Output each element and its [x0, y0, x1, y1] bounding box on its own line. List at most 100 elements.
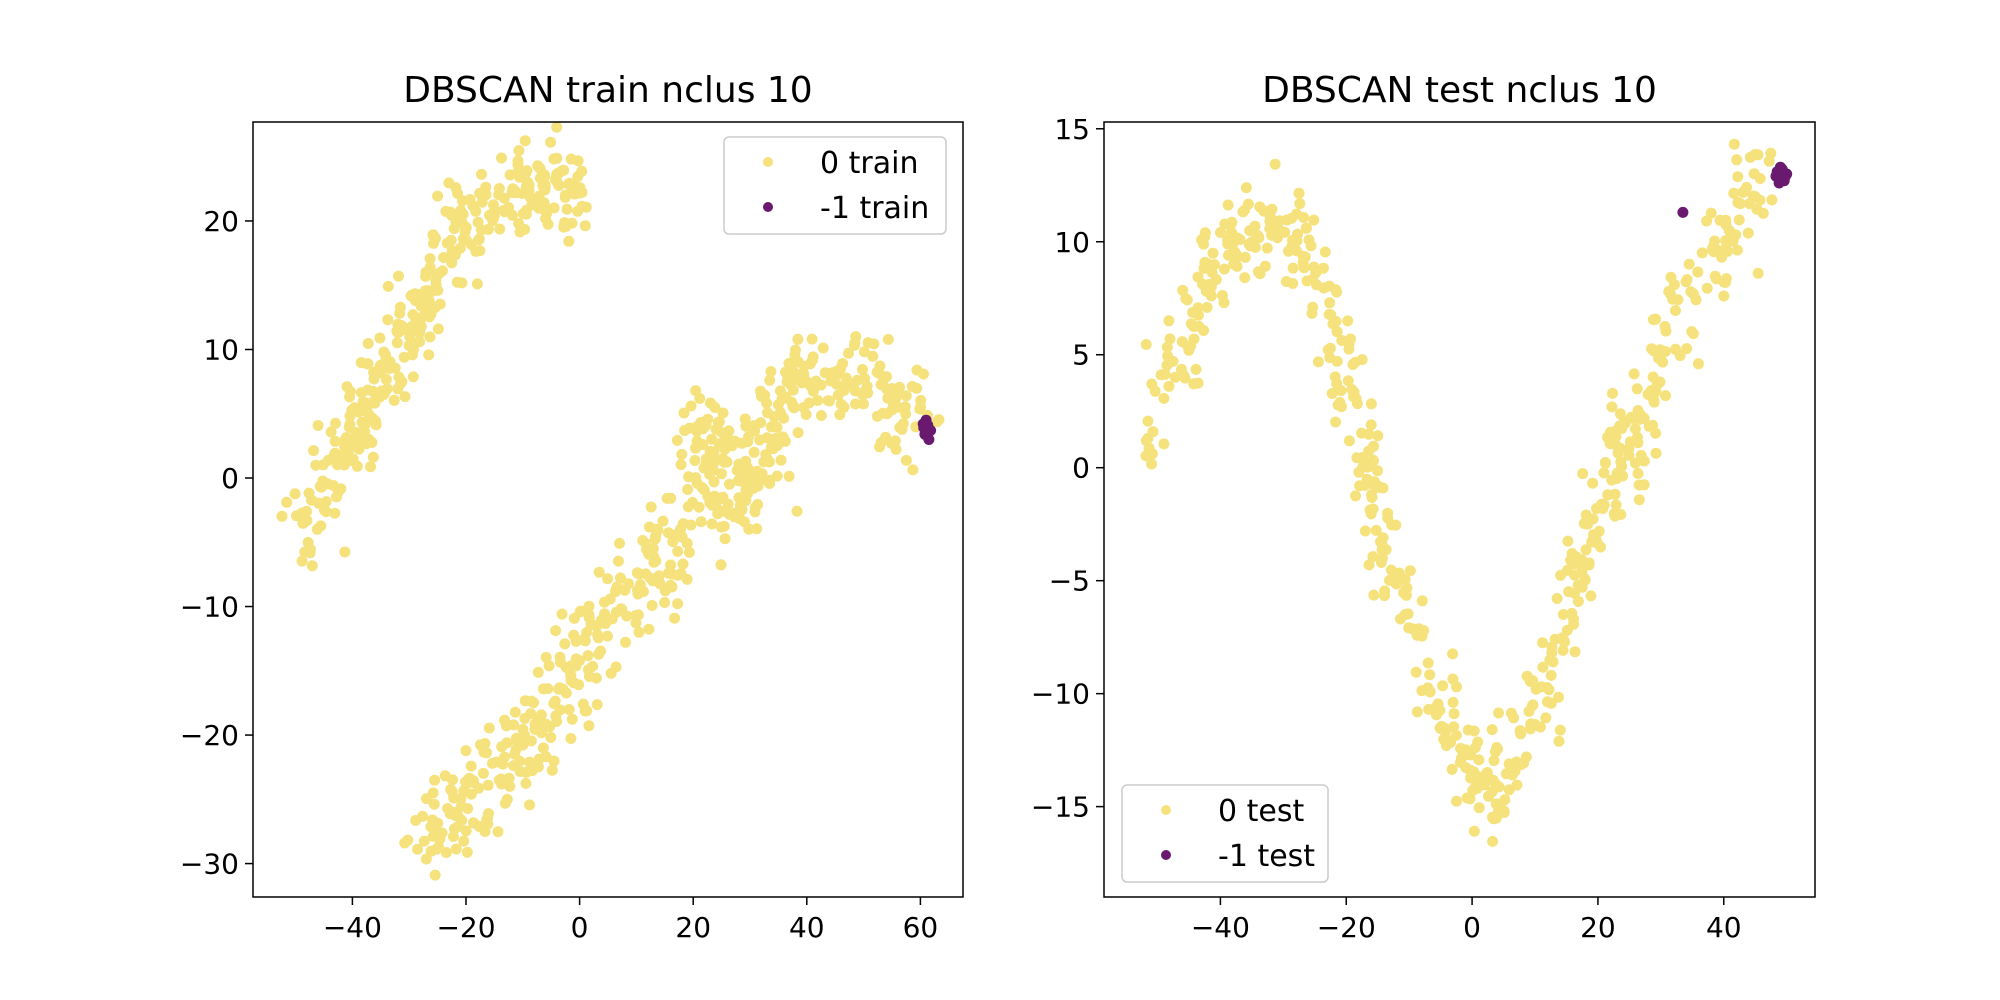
- cluster-0-point: [682, 484, 694, 495]
- cluster-0-point: [1177, 284, 1189, 296]
- cluster-0-point: [1692, 358, 1704, 370]
- cluster-0-point: [1249, 241, 1261, 253]
- cluster-0-point: [849, 337, 861, 349]
- cluster-0-point: [677, 558, 689, 570]
- cluster-0-point: [281, 496, 293, 508]
- cluster-0-point: [1199, 227, 1211, 239]
- cluster-0-point: [666, 581, 678, 593]
- cluster-0-point: [461, 846, 473, 858]
- cluster-0-point: [1317, 262, 1329, 274]
- cluster-0-point: [428, 302, 440, 314]
- legend-marker: [763, 202, 773, 212]
- cluster-0-point: [394, 301, 406, 313]
- cluster-0-point: [873, 367, 885, 379]
- cluster-0-point: [1311, 279, 1322, 291]
- cluster-0-point: [615, 572, 626, 584]
- noise-point: [1677, 206, 1689, 218]
- cluster-0-point: [1203, 286, 1215, 298]
- cluster-0-point: [391, 325, 403, 337]
- x-tick-label: 0: [1463, 911, 1481, 944]
- cluster-0-point: [458, 835, 470, 847]
- cluster-0-point: [582, 650, 594, 662]
- cluster-0-point: [483, 722, 495, 734]
- cluster-0-point: [1580, 544, 1592, 556]
- cluster-0-point: [1670, 305, 1681, 316]
- cluster-0-point: [1728, 187, 1740, 199]
- cluster-0-point: [362, 408, 374, 420]
- cluster-0-point: [1140, 450, 1152, 462]
- cluster-0-point: [791, 505, 803, 517]
- cluster-0-point: [1473, 754, 1485, 766]
- cluster-0-point: [339, 546, 351, 558]
- cluster-0-point: [420, 266, 432, 278]
- cluster-0-point: [1158, 392, 1170, 404]
- cluster-0-point: [672, 598, 684, 610]
- cluster-0-point: [1511, 779, 1523, 791]
- cluster-0-point: [346, 404, 358, 416]
- train-plot: DBSCAN train nclus 10 −40 −20 0 20 40 60 −30 −20…: [180, 70, 964, 944]
- cluster-0-point: [561, 203, 573, 215]
- cluster-0-point: [717, 491, 729, 503]
- x-tick-label: −40: [1191, 911, 1250, 944]
- cluster-0-point: [566, 217, 578, 229]
- cluster-0-point: [329, 435, 341, 447]
- cluster-0-point: [1737, 186, 1749, 198]
- cluster-0-point: [792, 333, 804, 345]
- cluster-0-point: [1580, 509, 1592, 521]
- cluster-0-point: [1757, 207, 1769, 219]
- cluster-0-point: [669, 612, 681, 624]
- cluster-0-point: [577, 698, 589, 710]
- legend-frame: [723, 136, 947, 235]
- cluster-0-point: [1347, 359, 1359, 370]
- cluster-0-point: [1178, 370, 1190, 382]
- cluster-0-point: [792, 427, 804, 439]
- cluster-0-point: [1629, 457, 1641, 469]
- cluster-0-point: [1146, 458, 1158, 470]
- cluster-0-point: [899, 401, 911, 413]
- cluster-0-point: [1158, 438, 1170, 450]
- axes-frame: [252, 121, 964, 898]
- cluster-0-point: [1660, 325, 1672, 337]
- cluster-0-point: [1572, 558, 1584, 570]
- cluster-0-point: [679, 425, 691, 436]
- cluster-0-point: [1140, 435, 1152, 447]
- cluster-0-point: [739, 413, 751, 425]
- cluster-0-point: [1348, 386, 1360, 398]
- x-tick-label: 20: [1580, 911, 1616, 944]
- cluster-0-point: [504, 169, 516, 181]
- cluster-0-point: [427, 830, 439, 842]
- cluster-0-point: [471, 278, 483, 290]
- cluster-0-point: [877, 407, 889, 419]
- cluster-0-point: [1163, 315, 1175, 327]
- cluster-0-point: [683, 546, 695, 558]
- cluster-0-point: [1146, 378, 1158, 390]
- cluster-0-point: [1424, 669, 1436, 681]
- cluster-0-point: [1163, 380, 1175, 392]
- cluster-0-point: [1377, 532, 1389, 544]
- cluster-0-point: [1609, 488, 1621, 500]
- cluster-0-point: [447, 831, 459, 842]
- data-points: [276, 122, 945, 881]
- cluster-0-point: [542, 683, 554, 695]
- cluster-0-point: [532, 666, 544, 678]
- cluster-0-point: [697, 439, 709, 450]
- cluster-0-point: [602, 573, 614, 585]
- cluster-0-point: [1357, 461, 1369, 473]
- cluster-0-point: [1511, 756, 1522, 768]
- cluster-0-point: [1201, 258, 1213, 269]
- cluster-0-point: [649, 533, 661, 545]
- cluster-0-point: [775, 454, 787, 466]
- cluster-0-point: [759, 389, 771, 401]
- cluster-0-point: [572, 155, 584, 167]
- cluster-0-point: [437, 265, 448, 277]
- cluster-0-point: [1602, 431, 1613, 443]
- cluster-0-point: [1448, 721, 1460, 733]
- cluster-0-point: [492, 826, 504, 838]
- cluster-0-point: [1222, 199, 1234, 211]
- cluster-0-point: [460, 825, 472, 837]
- cluster-0-point: [1572, 596, 1584, 607]
- cluster-0-point: [360, 397, 372, 409]
- cluster-0-point: [765, 421, 777, 433]
- cluster-0-point: [764, 374, 776, 386]
- cluster-0-point: [1193, 309, 1204, 321]
